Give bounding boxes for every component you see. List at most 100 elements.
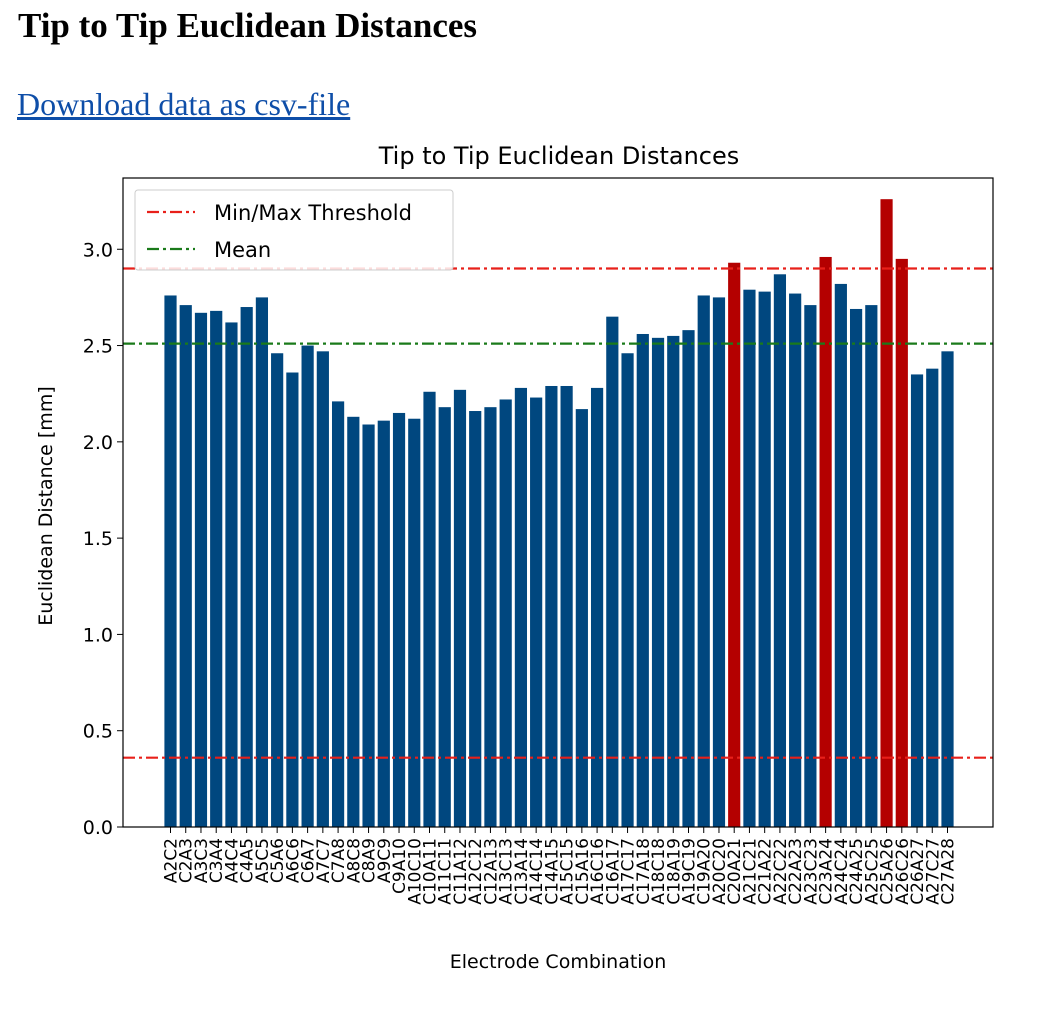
bar-C7A8: [331, 401, 345, 827]
x-tick-label-A17C17: A17C17: [619, 838, 639, 905]
x-tick-label-A23C23: A23C23: [801, 838, 821, 905]
x-tick-label-C12A13: C12A13: [481, 838, 501, 905]
legend-box: [134, 189, 454, 271]
bar-C19A20: [697, 295, 710, 828]
bar-A8C8: [347, 416, 360, 827]
x-tick-label-A12C12: A12C12: [466, 838, 486, 905]
legend: Min/Max Threshold Mean: [134, 189, 454, 271]
bar-C14A15: [545, 385, 558, 827]
bar-C17A18: [636, 333, 649, 827]
bars-group: [164, 199, 954, 828]
x-tick-label-C13A14: C13A14: [512, 838, 532, 905]
bar-C20A21: [728, 262, 741, 827]
x-tick-label-C2A3: C2A3: [177, 838, 197, 883]
x-tick-label-A18C18: A18C18: [649, 838, 669, 905]
page-heading: Tip to Tip Euclidean Distances: [18, 6, 478, 45]
x-tick-label-C20A21: C20A21: [725, 838, 745, 905]
bar-A18C18: [651, 337, 665, 827]
bar-C24A25: [849, 308, 863, 828]
x-tick-label-A4C4: A4C4: [222, 838, 242, 883]
bar-C12A13: [484, 407, 497, 827]
bar-A26C26: [895, 258, 908, 827]
bar-A14C14: [530, 397, 543, 827]
bar-C16A17: [606, 316, 619, 827]
bar-A2C2: [164, 295, 177, 828]
bar-C26A27: [910, 374, 924, 827]
y-axis: 0.0 0.5 1.0 1.5 2.0 2.5 3.0: [83, 239, 123, 839]
bar-A9C9: [377, 420, 390, 827]
bar-C13A14: [514, 387, 528, 827]
x-tick-label-C3A4: C3A4: [207, 838, 227, 883]
legend-mean-label: Mean: [214, 238, 271, 262]
x-tick-label-C4A5: C4A5: [238, 838, 258, 883]
x-tick-label-C19A20: C19A20: [695, 838, 715, 905]
bar-A10C10: [408, 418, 421, 827]
bar-A7C7: [316, 351, 329, 827]
x-tick-label-C8A9: C8A9: [360, 838, 380, 883]
y-tick-label: 3.0: [83, 239, 113, 261]
x-tick-label-C21A22: C21A22: [756, 838, 776, 905]
x-tick-label-C22A23: C22A23: [786, 838, 806, 905]
x-tick-label-A19C19: A19C19: [680, 838, 700, 905]
bar-A24C24: [834, 283, 847, 827]
bar-A11C11: [438, 407, 451, 827]
x-tick-label-C16A17: C16A17: [603, 838, 623, 905]
download-csv-link[interactable]: Download data as csv-file: [17, 86, 351, 122]
x-tick-label-A25C25: A25C25: [862, 838, 882, 905]
x-tick-label-C26A27: C26A27: [908, 838, 928, 905]
bar-C3A4: [210, 310, 223, 827]
y-tick-label: 2.5: [83, 336, 113, 358]
bar-A3C3: [194, 312, 208, 827]
x-axis: A2C2C2A3A3C3C3A4A4C4C4A5A5C5C5A6A6C6C6A7…: [162, 827, 959, 905]
bar-C18A19: [667, 335, 680, 827]
x-tick-label-C10A11: C10A11: [421, 838, 441, 905]
x-tick-label-A22C22: A22C22: [771, 838, 791, 905]
bar-C4A5: [240, 307, 253, 827]
bar-A4C4: [225, 322, 238, 827]
x-tick-label-A26C26: A26C26: [893, 838, 913, 905]
x-tick-label-C9A10: C9A10: [390, 838, 410, 894]
bar-A15C15: [560, 385, 573, 827]
bar-C23A24: [819, 256, 832, 828]
y-tick-label: 1.5: [83, 528, 113, 550]
bar-C27A28: [941, 351, 954, 827]
x-tick-label-A13C13: A13C13: [497, 838, 517, 905]
x-tick-label-A9C9: A9C9: [375, 838, 395, 883]
x-tick-label-C5A6: C5A6: [268, 838, 288, 883]
x-tick-label-A10C10: A10C10: [405, 838, 425, 905]
bar-A21C21: [743, 289, 756, 827]
bar-A17C17: [621, 353, 634, 827]
x-tick-label-C23A24: C23A24: [817, 838, 837, 905]
bar-A20C20: [712, 297, 726, 827]
x-axis-label: Electrode Combination: [450, 951, 667, 973]
x-tick-label-A5C5: A5C5: [253, 838, 273, 883]
bar-A23C23: [804, 305, 817, 828]
x-tick-label-C14A15: C14A15: [542, 838, 562, 905]
x-tick-label-C15A16: C15A16: [573, 838, 593, 905]
bar-C22A23: [789, 293, 802, 827]
y-tick-label: 1.0: [83, 624, 113, 646]
y-tick-label: 0.0: [83, 817, 113, 839]
x-tick-label-C11A12: C11A12: [451, 838, 471, 905]
x-tick-label-C25A26: C25A26: [878, 838, 898, 905]
bar-A13C13: [499, 399, 512, 827]
bar-A12C12: [469, 411, 482, 827]
x-tick-label-A24C24: A24C24: [832, 838, 852, 905]
bar-C8A9: [362, 424, 375, 827]
bar-C2A3: [179, 305, 192, 828]
bar-C9A10: [392, 412, 406, 827]
bar-A25C25: [865, 305, 878, 828]
bar-C25A26: [880, 199, 893, 827]
x-tick-label-A6C6: A6C6: [283, 838, 303, 883]
bar-A22C22: [773, 274, 787, 827]
x-tick-label-C7A8: C7A8: [329, 838, 349, 883]
x-tick-label-A16C16: A16C16: [588, 838, 608, 905]
bar-C11A12: [453, 389, 467, 827]
bar-A5C5: [255, 297, 269, 827]
plot-frame: [122, 177, 994, 828]
x-tick-label-A20C20: A20C20: [710, 838, 730, 905]
x-tick-label-A15C15: A15C15: [558, 838, 578, 905]
bar-C6A7: [301, 345, 314, 827]
x-tick-label-C18A19: C18A19: [664, 838, 684, 905]
